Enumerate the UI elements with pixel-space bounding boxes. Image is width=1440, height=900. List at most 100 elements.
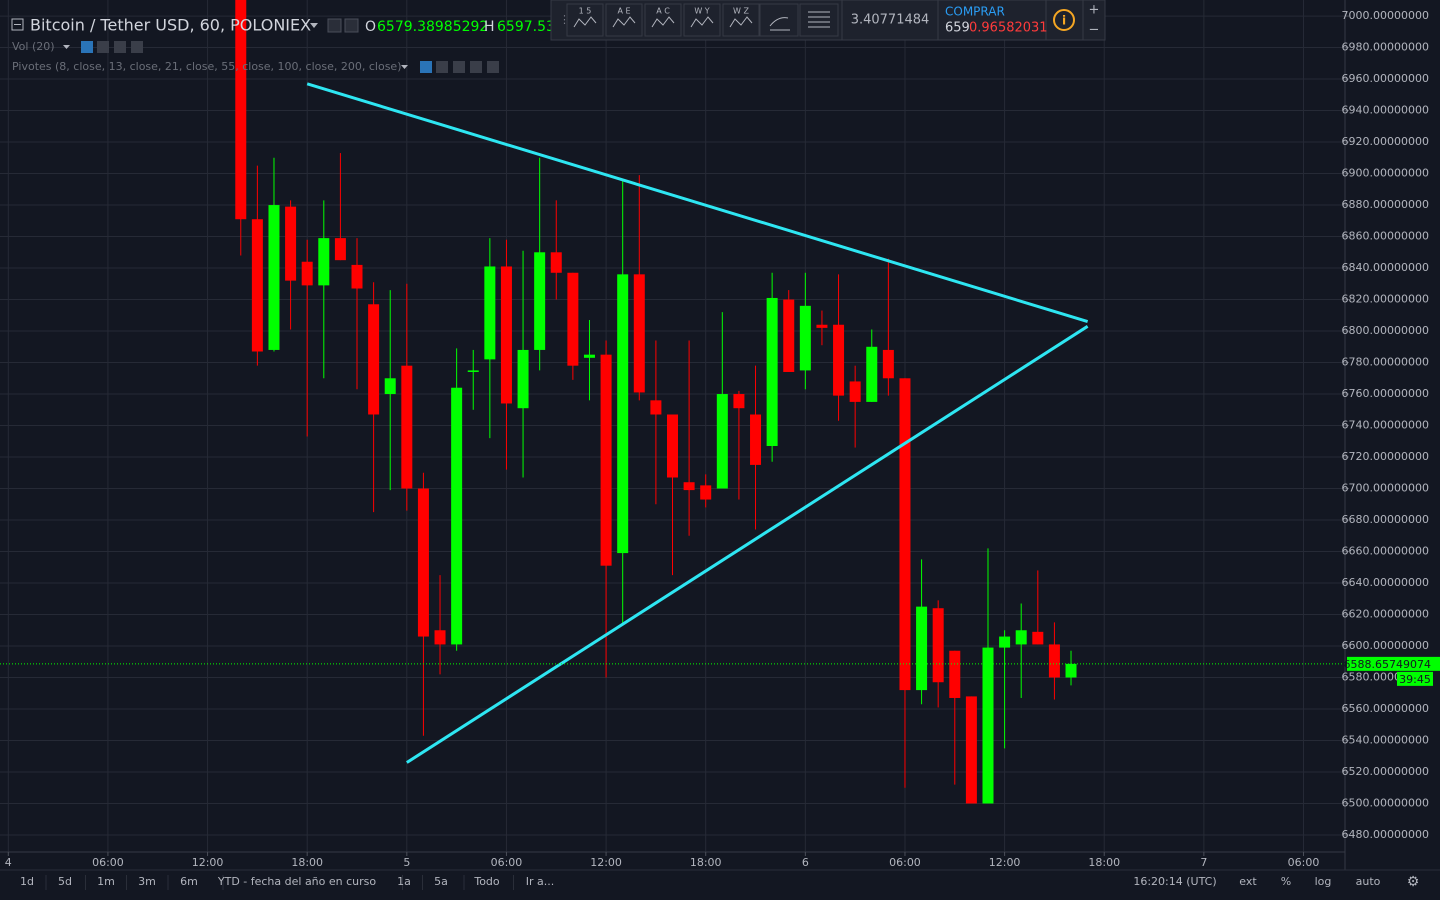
range-button[interactable]: 5d <box>58 875 72 888</box>
candle-body <box>683 482 695 491</box>
time-axis: 4 06:00 12:00 18:00 5 06:00 12:00 18:00 6 06:00 12… <box>5 852 1319 869</box>
buy-button[interactable] <box>937 0 1047 41</box>
range-button[interactable]: 6m <box>180 875 198 888</box>
qty-stepper <box>1082 0 1106 41</box>
candle-body <box>484 266 496 360</box>
candle-body <box>517 349 529 409</box>
settings-gear[interactable]: ⚙ <box>1407 874 1420 890</box>
y-tick-label: 6780.00000000 <box>1342 356 1429 369</box>
candle-body <box>650 400 662 415</box>
candle-body <box>1032 631 1044 645</box>
pivots-settings[interactable] <box>436 61 448 73</box>
eye-icon[interactable] <box>327 18 342 33</box>
x-tick-label: 18:00 <box>690 856 722 869</box>
y-tick-label: 6540.00000000 <box>1342 733 1429 746</box>
y-tick-label: 6520.00000000 <box>1342 765 1429 778</box>
candle-body <box>567 272 579 366</box>
range-button[interactable]: 1d <box>20 875 34 888</box>
symbol-menu-arrow[interactable] <box>310 23 318 28</box>
high-value: 6597.53 <box>497 19 555 35</box>
volume-indicator[interactable]: Vol (20) <box>12 40 55 53</box>
tool-button[interactable] <box>683 3 721 37</box>
candle-body <box>932 608 944 683</box>
candle-body <box>401 365 413 489</box>
y-tick-label: 6660.00000000 <box>1342 545 1429 558</box>
axis-option[interactable]: auto <box>1356 875 1381 888</box>
tool-button[interactable] <box>722 3 760 37</box>
candle-body <box>849 381 861 402</box>
qty-minus[interactable]: − <box>1089 23 1100 38</box>
bottom-bar: ⚙ 1d 5d 1m 3m 6m YTD - fecha del año en curso… <box>0 869 1440 900</box>
candle-body <box>600 354 612 566</box>
tool-button[interactable] <box>605 3 643 37</box>
pivots-add[interactable] <box>470 61 482 73</box>
axis-option[interactable]: % <box>1281 875 1291 888</box>
tool-button[interactable] <box>644 3 682 37</box>
x-tick-label: 12:00 <box>192 856 224 869</box>
y-tick-label: 6680.00000000 <box>1342 513 1429 526</box>
volume-menu-arrow[interactable] <box>63 45 70 49</box>
candle-body <box>899 378 911 691</box>
x-tick-label: 5 <box>403 856 410 869</box>
candle-body <box>500 266 512 404</box>
last-price-label: 6588.65749074 <box>1344 658 1431 671</box>
countdown-box <box>1397 671 1433 686</box>
candle-body <box>949 650 961 698</box>
pivots-indicator[interactable]: Pivotes (8, close, 13, close, 21, close,… <box>12 60 401 73</box>
buy-price-main: 659 <box>945 21 970 36</box>
candle-body <box>816 324 828 328</box>
candle-body <box>766 297 778 447</box>
pivots-eye[interactable] <box>420 61 432 73</box>
axis-option[interactable]: ext <box>1239 875 1257 888</box>
volume-settings[interactable] <box>97 41 109 53</box>
spread-value: 3.40771484 <box>851 13 930 28</box>
collapse-icon[interactable] <box>11 18 24 31</box>
info-icon-glyph: i <box>1062 14 1066 28</box>
info-icon[interactable] <box>1053 9 1075 31</box>
y-tick-label: 7000.00000000 <box>1342 9 1429 22</box>
y-tick-label: 6640.00000000 <box>1342 576 1429 589</box>
pivots-menu-arrow[interactable] <box>401 65 408 69</box>
tool-lines[interactable] <box>759 3 799 37</box>
candle-body <box>667 414 678 478</box>
range-button[interactable]: 3m <box>138 875 156 888</box>
trend-line[interactable] <box>306 82 1089 324</box>
range-button[interactable]: 1a <box>397 875 411 888</box>
y-tick-label: 6860.00000000 <box>1342 230 1429 243</box>
settings-icon[interactable] <box>344 18 359 33</box>
range-button[interactable]: YTD - fecha del año en curso <box>217 875 377 888</box>
legend-header: Bitcoin / Tether USD, 60, POLONIEX O 657… <box>11 16 555 73</box>
range-button[interactable]: Todo <box>473 875 500 888</box>
open-value: 6579.38985292 <box>377 19 488 35</box>
y-tick-label: 6740.00000000 <box>1342 419 1429 432</box>
x-tick-label: 06:00 <box>491 856 523 869</box>
pivots-remove[interactable] <box>487 61 499 73</box>
candle-body <box>783 299 795 372</box>
trend-line[interactable] <box>406 325 1089 764</box>
candle-body <box>617 274 629 554</box>
tool-button[interactable] <box>566 3 604 37</box>
candle-body <box>733 394 745 409</box>
y-tick-label: 6760.00000000 <box>1342 387 1429 400</box>
volume-eye[interactable] <box>81 41 93 53</box>
candle-body <box>334 238 346 261</box>
axis-option[interactable]: log <box>1315 875 1332 888</box>
tool-menu[interactable] <box>799 3 839 37</box>
volume-remove[interactable] <box>131 41 143 53</box>
candle-body <box>700 485 712 500</box>
candle-body <box>550 252 562 273</box>
range-button[interactable]: 5a <box>434 875 448 888</box>
range-button[interactable]: Ir a... <box>526 875 555 888</box>
tool-button-icon <box>612 16 636 28</box>
y-tick-label: 6600.00000000 <box>1342 639 1429 652</box>
countdown-label: 39:45 <box>1399 673 1431 686</box>
tool-button-label: W Y <box>694 7 709 16</box>
qty-plus[interactable]: + <box>1089 3 1100 18</box>
pivots-source[interactable] <box>453 61 465 73</box>
symbol-title[interactable]: Bitcoin / Tether USD, 60, POLONIEX <box>30 16 311 35</box>
range-button[interactable]: 1m <box>97 875 115 888</box>
y-tick-label: 6700.00000000 <box>1342 482 1429 495</box>
volume-add[interactable] <box>114 41 126 53</box>
bottom-bar-bg <box>0 870 1440 900</box>
